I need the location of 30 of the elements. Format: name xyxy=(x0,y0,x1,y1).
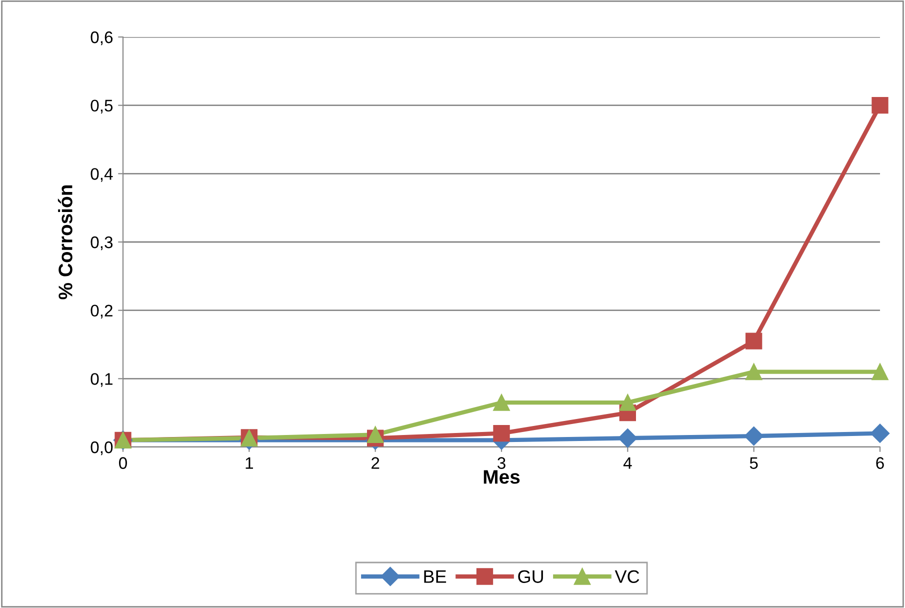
x-tick-label: 4 xyxy=(623,457,632,469)
y-tick-label: 0,5 xyxy=(90,100,113,114)
y-tick-label: 0,3 xyxy=(90,236,113,250)
x-tick-label: 6 xyxy=(876,457,884,469)
y-tick-label: 0,2 xyxy=(90,304,112,319)
legend-label: BE xyxy=(424,570,446,583)
x-tick-label: 5 xyxy=(750,457,758,469)
point xyxy=(872,364,888,380)
x-tick-label: 1 xyxy=(246,457,253,469)
x-tick-label: 0 xyxy=(119,457,127,469)
point xyxy=(619,394,636,411)
point xyxy=(618,428,638,448)
y-tick-label: 0,1 xyxy=(90,373,112,387)
point xyxy=(872,97,888,114)
legend-label: GU xyxy=(518,570,543,583)
x-tick-label: 2 xyxy=(372,457,380,469)
y-tick-label: 0,0 xyxy=(90,441,113,456)
legend-label: VC xyxy=(614,570,640,583)
point xyxy=(493,425,510,442)
y-tick-label: 0,4 xyxy=(90,168,113,182)
point xyxy=(746,364,762,380)
point xyxy=(367,426,384,444)
y-tick-label: 0,6 xyxy=(90,31,113,46)
x-tick-label: 3 xyxy=(498,457,506,469)
y-axis-title: % Corrosión xyxy=(58,185,72,300)
point xyxy=(746,332,762,350)
x-axis-title: Mes xyxy=(484,470,520,484)
point xyxy=(493,394,510,411)
point xyxy=(870,424,890,443)
point xyxy=(744,426,764,446)
